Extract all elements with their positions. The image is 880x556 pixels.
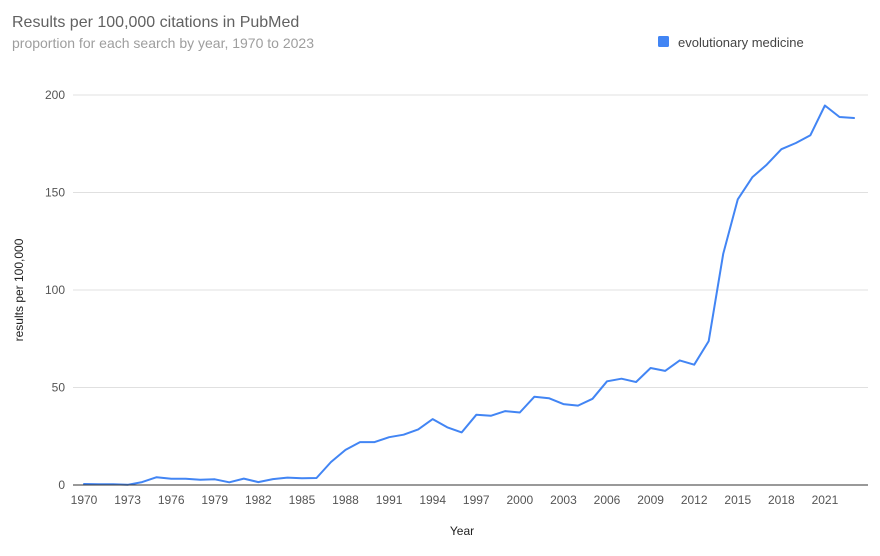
y-tick-label: 100 [45,283,65,297]
x-tick-label: 2000 [506,493,533,507]
y-tick-label: 0 [58,478,65,492]
x-tick-label: 1976 [158,493,185,507]
x-tick-label: 2003 [550,493,577,507]
chart-title: Results per 100,000 citations in PubMed [12,14,299,31]
x-tick-label: 1979 [201,493,228,507]
x-tick-label: 1997 [463,493,490,507]
x-tick-label: 1985 [289,493,316,507]
x-tick-label: 1970 [71,493,98,507]
legend[interactable]: evolutionary medicine [658,35,804,50]
x-tick-label: 1994 [419,493,446,507]
x-tick-label: 2012 [681,493,708,507]
x-tick-label: 1988 [332,493,359,507]
gridlines [73,94,868,388]
x-tick-label: 2015 [724,493,751,507]
x-tick-label: 1982 [245,493,272,507]
y-axis-title: results per 100,000 [12,238,26,341]
y-axis-ticks: 0 50 100 150 200 [45,88,65,492]
x-tick-label: 2018 [768,493,795,507]
y-tick-label: 200 [45,88,65,102]
x-axis-ticks: 1970 1973 1976 1979 1982 1985 1988 1991 1994 1997… [71,493,839,507]
x-tick-label: 1991 [376,493,403,507]
y-tick-label: 150 [45,186,65,200]
series-line-evolutionary-medicine[interactable] [83,104,855,486]
series-layer [83,104,855,486]
y-tick-label: 50 [52,381,66,395]
x-tick-label: 2006 [594,493,621,507]
legend-label: evolutionary medicine [678,35,804,50]
x-tick-label: 1973 [114,493,141,507]
x-axis-title: Year [450,524,474,538]
x-tick-label: 2009 [637,493,664,507]
legend-swatch [658,36,669,47]
chart-subtitle: proportion for each search by year, 1970… [12,35,314,51]
x-tick-label: 2021 [812,493,839,507]
